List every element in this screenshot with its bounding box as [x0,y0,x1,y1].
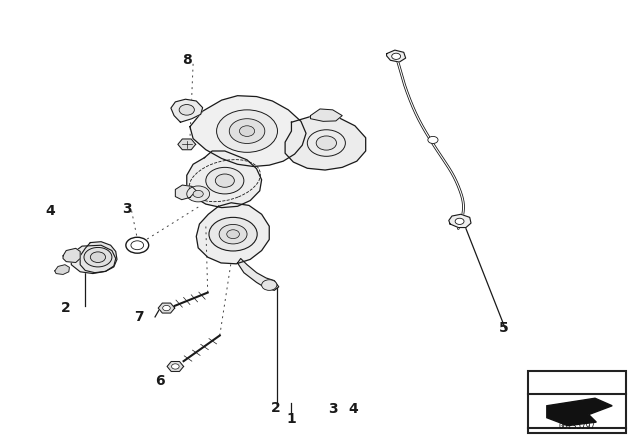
Text: 3: 3 [328,402,337,416]
Polygon shape [196,203,269,264]
Polygon shape [71,245,116,274]
Text: 5: 5 [499,321,509,335]
Circle shape [307,130,346,156]
Polygon shape [167,362,184,371]
Polygon shape [80,242,117,273]
Circle shape [229,119,265,143]
Circle shape [206,168,244,194]
Circle shape [216,110,278,152]
Text: 7: 7 [134,310,144,324]
Circle shape [262,280,277,290]
Circle shape [163,306,170,311]
Circle shape [84,247,112,267]
Polygon shape [175,185,196,200]
Text: 2: 2 [271,401,280,414]
Circle shape [126,237,148,253]
Polygon shape [187,151,262,207]
Circle shape [316,136,337,150]
Polygon shape [285,116,365,170]
Circle shape [219,224,247,244]
Text: 4: 4 [348,402,358,416]
Polygon shape [171,99,203,122]
Polygon shape [63,248,80,263]
Circle shape [428,136,438,143]
Circle shape [227,230,239,239]
Text: 00135797: 00135797 [559,422,596,431]
Circle shape [90,252,106,263]
Polygon shape [178,139,196,150]
Circle shape [209,217,257,251]
Text: 8: 8 [182,53,191,67]
Circle shape [215,174,234,187]
Text: 6: 6 [156,374,165,388]
Polygon shape [55,265,69,275]
Circle shape [179,104,195,115]
Polygon shape [547,398,612,426]
Polygon shape [310,109,342,121]
Circle shape [193,190,204,198]
Circle shape [392,53,401,60]
Circle shape [172,364,179,369]
Circle shape [239,126,255,136]
Text: 1: 1 [287,412,296,426]
Polygon shape [237,258,279,290]
Bar [528,371,627,433]
Circle shape [455,218,464,224]
Text: 4: 4 [45,204,55,218]
Polygon shape [190,96,306,167]
Circle shape [131,241,143,250]
Text: 2: 2 [61,301,71,315]
Text: 3: 3 [122,202,131,215]
Circle shape [187,186,210,202]
Polygon shape [449,214,471,228]
Polygon shape [387,50,406,62]
Polygon shape [158,303,175,313]
